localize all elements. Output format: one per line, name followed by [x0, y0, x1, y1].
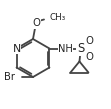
Text: O: O [32, 18, 40, 28]
Text: N: N [12, 43, 21, 54]
Text: NH: NH [58, 43, 73, 54]
Text: O: O [85, 36, 93, 45]
Text: CH₃: CH₃ [49, 14, 65, 22]
Text: O: O [85, 51, 93, 61]
Text: S: S [77, 42, 84, 55]
Text: Br: Br [4, 72, 15, 82]
